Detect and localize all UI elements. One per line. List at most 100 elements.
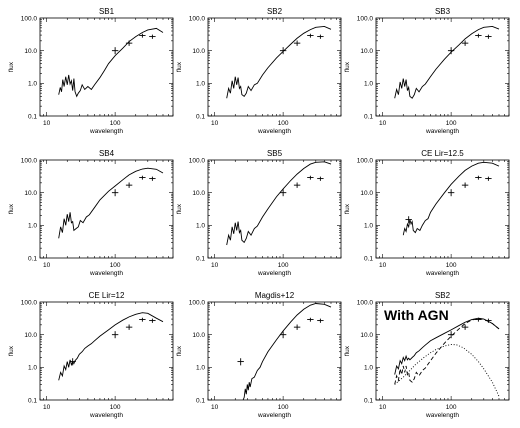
x-tick-label: 100 xyxy=(278,120,289,127)
y-axis-label: flux xyxy=(8,203,15,214)
y-tick-label: 1.0 xyxy=(28,81,37,88)
y-axis-label: flux xyxy=(176,61,183,72)
y-tick-label: 10.0 xyxy=(24,48,37,55)
y-tick-label: 10.0 xyxy=(360,190,373,197)
y-tick-label: 0.1 xyxy=(364,255,373,262)
y-tick-label: 10.0 xyxy=(24,190,37,197)
x-axis-label: wavelength xyxy=(257,270,291,277)
x-axis-label: wavelength xyxy=(257,412,291,419)
model-curve-solid xyxy=(58,27,164,98)
data-point xyxy=(447,189,455,197)
y-tick-label: 10.0 xyxy=(192,190,205,197)
model-curve-solid xyxy=(394,317,500,375)
data-point xyxy=(485,318,492,323)
data-point xyxy=(447,331,455,339)
data-point xyxy=(317,176,324,181)
x-tick-label: 10 xyxy=(43,262,51,269)
data-point xyxy=(111,331,119,339)
x-tick-label: 100 xyxy=(110,262,121,269)
data-point xyxy=(237,358,244,366)
y-tick-label: 1.0 xyxy=(196,81,205,88)
y-tick-label: 100.0 xyxy=(357,15,374,22)
y-tick-label: 0.1 xyxy=(28,255,37,262)
y-tick-label: 0.1 xyxy=(28,397,37,404)
data-point xyxy=(317,318,324,323)
data-point xyxy=(475,33,482,38)
x-axis-label: wavelength xyxy=(257,128,291,135)
y-tick-label: 1.0 xyxy=(196,365,205,372)
y-axis-label: flux xyxy=(8,61,15,72)
plot-frame xyxy=(39,301,174,401)
y-tick-label: 10.0 xyxy=(192,332,205,339)
y-axis-label: flux xyxy=(8,345,15,356)
data-point xyxy=(69,358,76,366)
data-point xyxy=(125,40,133,46)
y-tick-label: 10.0 xyxy=(360,48,373,55)
model-curve-dotted xyxy=(394,344,500,397)
model-curve-solid xyxy=(58,167,164,239)
y-tick-label: 1.0 xyxy=(364,365,373,372)
y-tick-label: 100.0 xyxy=(189,15,206,22)
y-tick-label: 1.0 xyxy=(28,365,37,372)
model-curve-solid xyxy=(242,303,332,400)
model-curve-dashed xyxy=(394,318,500,385)
model-curve-solid xyxy=(402,161,500,236)
data-point xyxy=(279,331,287,339)
panel-6: CE Lir=12.5 0.1 1.0 10.0 100.0 10 100wavelengt… xyxy=(344,149,510,277)
x-tick-label: 10 xyxy=(43,120,51,127)
plot-frame xyxy=(375,301,510,401)
data-point xyxy=(125,182,133,188)
x-tick-label: 10 xyxy=(379,262,387,269)
data-point xyxy=(293,182,301,188)
x-tick-label: 10 xyxy=(379,120,387,127)
y-tick-label: 1.0 xyxy=(196,223,205,230)
panel-title: CE Lir=12 xyxy=(89,291,125,300)
data-point xyxy=(461,40,469,46)
plot-frame xyxy=(39,159,174,259)
y-axis-label: flux xyxy=(176,345,183,356)
x-axis-label: wavelength xyxy=(89,128,123,135)
x-tick-label: 10 xyxy=(211,262,219,269)
y-tick-label: 0.1 xyxy=(28,113,37,120)
y-tick-label: 1.0 xyxy=(364,223,373,230)
x-axis-label: wavelength xyxy=(425,412,459,419)
y-tick-label: 0.1 xyxy=(364,397,373,404)
panel-title: CE Lir=12.5 xyxy=(421,149,464,158)
data-point xyxy=(485,176,492,181)
panel-title: Magdis+12 xyxy=(255,291,295,300)
x-axis-label: wavelength xyxy=(425,128,459,135)
data-point xyxy=(307,317,314,322)
y-axis-label: flux xyxy=(344,61,351,72)
y-tick-label: 100.0 xyxy=(357,157,374,164)
y-tick-label: 0.1 xyxy=(196,397,205,404)
data-point xyxy=(139,33,146,38)
model-curve-solid xyxy=(394,26,500,99)
y-tick-label: 0.1 xyxy=(364,113,373,120)
x-axis-label: wavelength xyxy=(89,412,123,419)
data-point xyxy=(461,182,469,188)
model-curve-solid xyxy=(226,26,332,99)
x-tick-label: 100 xyxy=(446,404,457,411)
x-tick-label: 10 xyxy=(43,404,51,411)
data-point xyxy=(475,175,482,180)
data-point xyxy=(307,175,314,180)
panel-title: SB1 xyxy=(99,7,115,16)
data-point xyxy=(111,189,119,197)
x-tick-label: 100 xyxy=(110,120,121,127)
data-point xyxy=(485,34,492,39)
y-tick-label: 10.0 xyxy=(24,332,37,339)
data-point xyxy=(139,175,146,180)
y-tick-label: 0.1 xyxy=(196,255,205,262)
y-tick-label: 100.0 xyxy=(21,299,38,306)
model-curve-solid xyxy=(58,312,164,381)
plot-frame xyxy=(375,17,510,117)
panel-title: SB2 xyxy=(435,291,451,300)
x-tick-label: 100 xyxy=(278,404,289,411)
x-tick-label: 10 xyxy=(211,404,219,411)
